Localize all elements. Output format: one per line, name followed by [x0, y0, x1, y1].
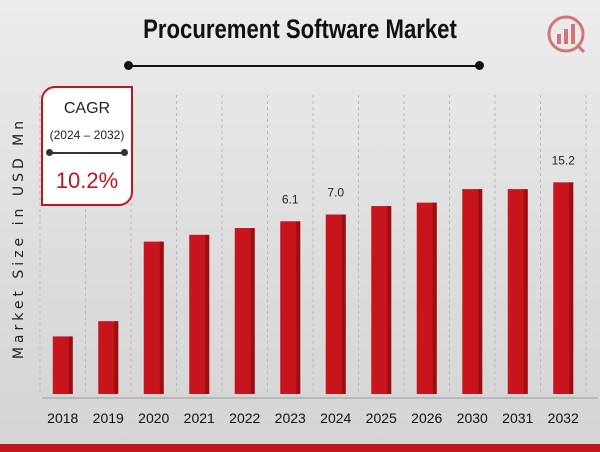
bar-2021 — [189, 234, 210, 394]
bar-shade — [250, 228, 255, 394]
bar — [371, 206, 392, 394]
bar — [416, 202, 437, 394]
data-label-2024: 7.0 — [327, 186, 344, 200]
bar-shade — [569, 182, 574, 394]
bar — [143, 241, 164, 394]
bar-shade — [205, 234, 210, 394]
bar-2020 — [143, 241, 164, 394]
x-tick-2030: 2030 — [457, 410, 488, 426]
bar-shade — [523, 189, 528, 394]
x-tick-2019: 2019 — [93, 410, 124, 426]
title-underline-left-dot — [124, 61, 133, 70]
title-underline — [128, 65, 480, 67]
bar-2031 — [507, 189, 528, 394]
bars — [52, 182, 574, 394]
bar-shade — [159, 241, 164, 394]
bar-shade — [387, 206, 392, 394]
bar — [462, 189, 483, 394]
cagr-title: CAGR — [63, 100, 111, 117]
data-labels: 6.1 7.0 15.2 — [282, 153, 575, 206]
bar-shade — [296, 221, 301, 394]
x-tick-2020: 2020 — [138, 410, 169, 426]
bar-shade — [68, 336, 73, 394]
x-tick-2031: 2031 — [502, 410, 533, 426]
logo-icon — [547, 15, 586, 54]
x-tick-2025: 2025 — [366, 410, 397, 426]
x-tick-2018: 2018 — [47, 410, 78, 426]
bar — [325, 214, 346, 394]
x-tick-2024: 2024 — [320, 410, 351, 426]
data-label-2032: 15.2 — [552, 153, 576, 167]
bottom-accent-bar — [0, 444, 600, 452]
bar-2018 — [52, 336, 73, 394]
data-label-2023: 6.1 — [282, 192, 299, 206]
cagr-box: CAGR (2024 – 2032) 10.2% — [41, 86, 133, 206]
cagr-divider — [46, 149, 128, 156]
bar — [507, 189, 528, 394]
bar — [189, 234, 210, 394]
bar-shade — [114, 321, 119, 394]
bar-2032 — [553, 182, 574, 394]
bar-2022 — [234, 228, 255, 394]
x-tick-2023: 2023 — [275, 410, 306, 426]
bar — [98, 321, 119, 394]
bar-shade — [432, 202, 437, 394]
bar-2019 — [98, 321, 119, 394]
x-tick-labels: 2018 2019 2020 2021 2022 2023 2024 2025 2026 2030… — [47, 410, 579, 426]
bar-2030 — [462, 189, 483, 394]
bar-2026 — [416, 202, 437, 394]
x-tick-2022: 2022 — [229, 410, 260, 426]
bar — [234, 228, 255, 394]
bar-shade — [478, 189, 483, 394]
x-tick-2026: 2026 — [411, 410, 442, 426]
bar — [52, 336, 73, 394]
bar-2025 — [371, 206, 392, 394]
x-tick-2032: 2032 — [548, 410, 579, 426]
bar — [280, 221, 301, 394]
bar-shade — [341, 214, 346, 394]
bar-2023 — [280, 221, 301, 394]
x-tick-2021: 2021 — [184, 410, 215, 426]
cagr-value: 10.2% — [55, 168, 119, 193]
bar-2024 — [325, 214, 346, 394]
cagr-period: (2024 – 2032) — [49, 128, 125, 142]
title-underline-right-dot — [475, 61, 484, 70]
bar — [553, 182, 574, 394]
chart-title: Procurement Software Market — [143, 14, 457, 44]
